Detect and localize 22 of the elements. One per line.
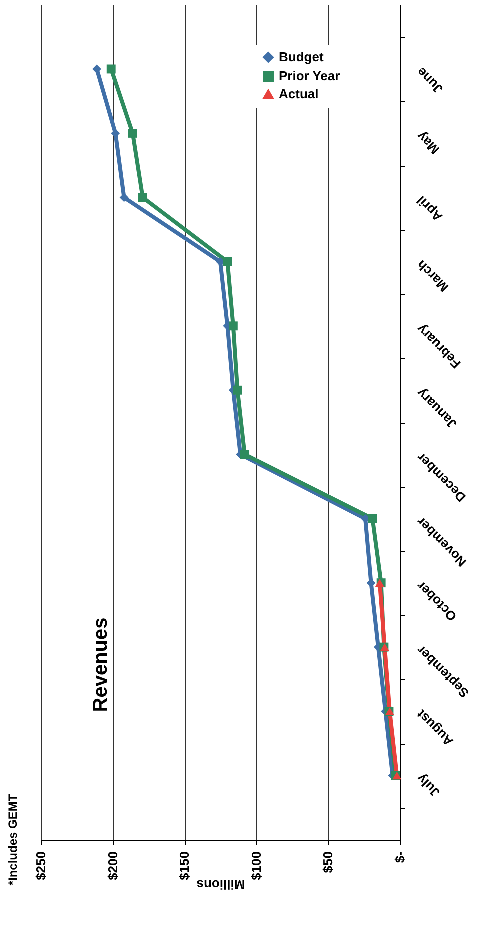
legend-label: Prior Year [279, 68, 340, 84]
point [128, 128, 138, 138]
text: Revenues [90, 618, 112, 712]
legend-label: Budget [279, 50, 324, 64]
text: *Includes GEMT [6, 794, 20, 886]
point [92, 64, 102, 74]
point [223, 257, 232, 266]
legend-label: Actual [279, 86, 319, 102]
x-tick-label: $100 [248, 852, 264, 880]
x-tick-label: $150 [177, 852, 192, 880]
x-axis-title: Millions [196, 877, 246, 892]
point [240, 450, 250, 460]
point [233, 386, 242, 395]
point [138, 193, 148, 202]
y-tick-label: July [413, 770, 443, 800]
point [368, 514, 378, 524]
x-tick-label: $250 [34, 852, 48, 880]
x-tick-label: $- [392, 852, 408, 864]
x-tick-label: $200 [105, 852, 120, 880]
point [106, 64, 116, 74]
x-tick-label: $50 [320, 852, 336, 874]
point [228, 322, 238, 331]
